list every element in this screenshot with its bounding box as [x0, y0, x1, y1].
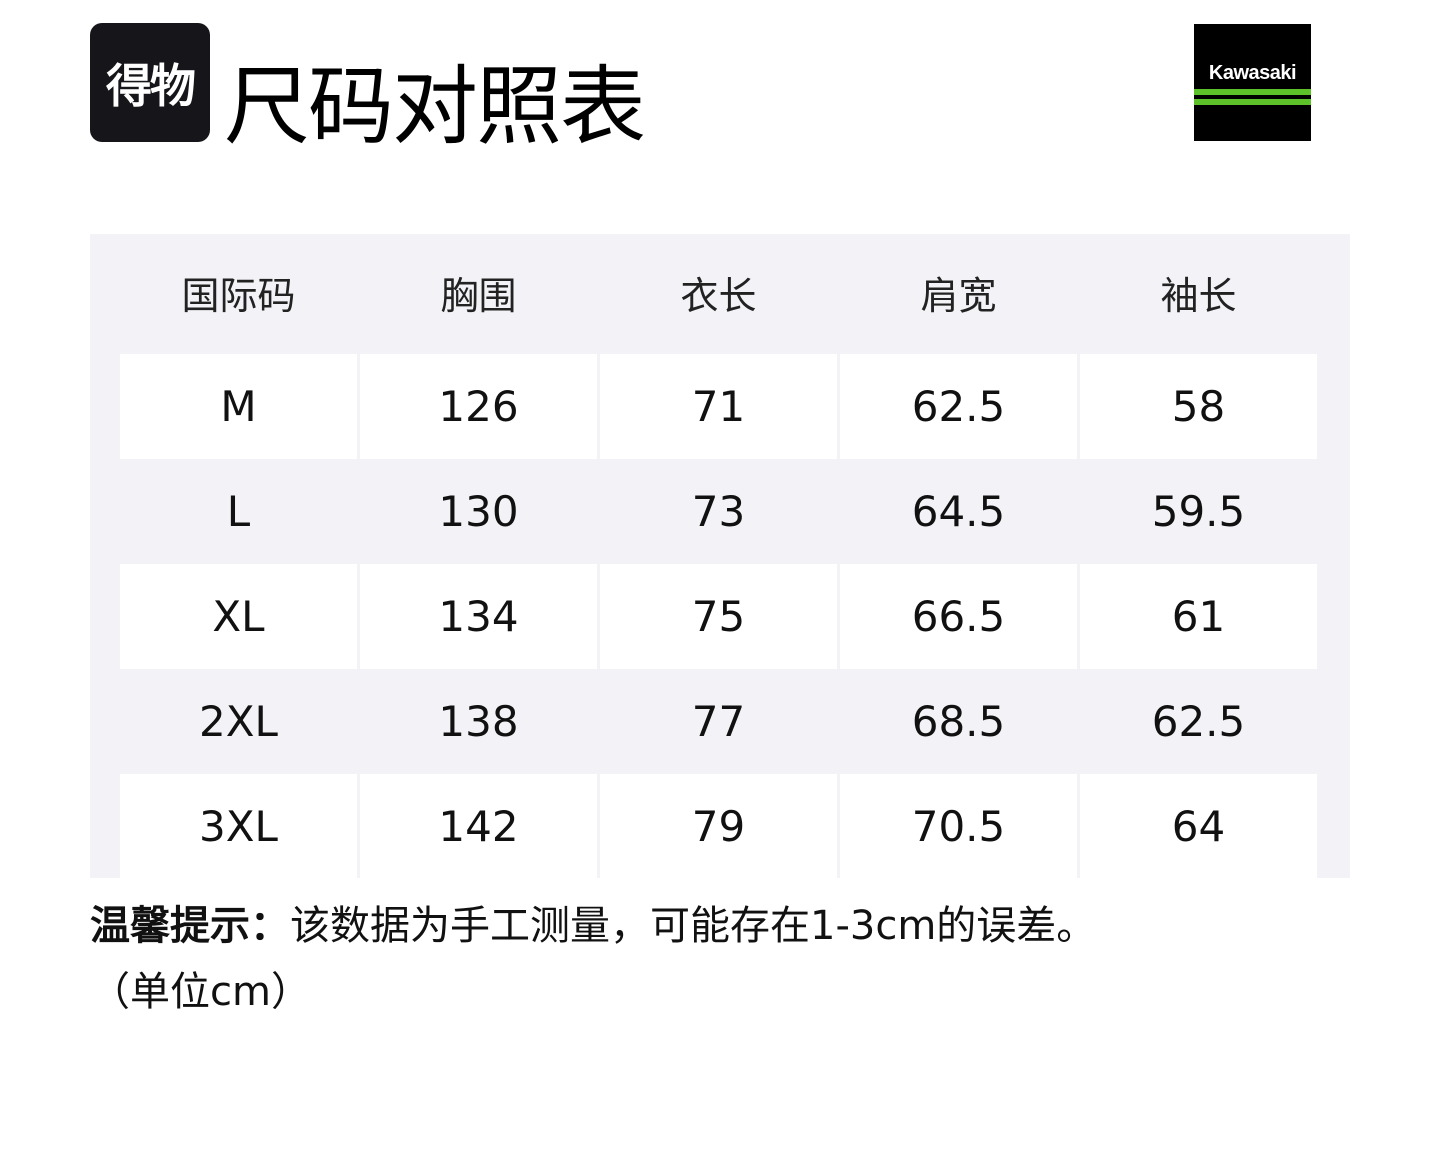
logo-stripe: [1194, 89, 1311, 95]
table-cell: 62.5: [840, 354, 1077, 459]
table-cell: 130: [438, 487, 519, 536]
table-cell: 64.5: [911, 487, 1006, 536]
table-cell: 142: [360, 774, 597, 878]
table-cell: 64: [1080, 774, 1317, 878]
column-header: 袖长: [1160, 273, 1237, 318]
table-header: 国际码 胸围 衣长 肩宽 袖长: [90, 234, 1350, 354]
table-cell: 138: [438, 697, 519, 746]
column-header: 肩宽: [920, 273, 997, 318]
tip-text: 该数据为手工测量，可能存在1-3cm的误差。: [290, 903, 1097, 949]
unit-text: （单位cm）: [90, 969, 311, 1015]
column-header: 衣长: [680, 273, 757, 318]
table-cell: 79: [600, 774, 837, 878]
kawasaki-logo: Kawasaki: [1194, 24, 1311, 141]
table-row: 3XL 142 79 70.5 64: [90, 774, 1350, 878]
page-title: 尺码对照表: [224, 57, 646, 157]
table-row: M 126 71 62.5 58: [90, 354, 1350, 459]
table-cell: 68.5: [911, 697, 1006, 746]
table-cell: 59.5: [1151, 487, 1246, 536]
table-cell: XL: [120, 564, 357, 669]
table-cell: 70.5: [840, 774, 1077, 878]
dewu-logo-text: 得物: [106, 58, 196, 113]
table-cell: 66.5: [840, 564, 1077, 669]
logo-stripe: [1194, 99, 1311, 105]
table-cell: L: [226, 487, 251, 536]
size-table: 国际码 胸围 衣长 肩宽 袖长 M 126 71 62.5 58 L 130 73 64.5 59.5 XL…: [90, 234, 1350, 878]
tip-label: 温馨提示：: [90, 903, 290, 949]
table-row: 2XL 138 77 68.5 62.5: [90, 669, 1350, 774]
table-cell: 134: [360, 564, 597, 669]
table-cell: 3XL: [120, 774, 357, 878]
column-header: 胸围: [440, 273, 517, 318]
table-cell: 2XL: [199, 697, 278, 746]
table-cell: 73: [691, 487, 746, 536]
table-cell: 61: [1080, 564, 1317, 669]
table-cell: 77: [691, 697, 746, 746]
dewu-logo: 得物: [90, 23, 210, 142]
table-cell: 62.5: [1151, 697, 1246, 746]
table-row: L 130 73 64.5 59.5: [90, 459, 1350, 564]
kawasaki-logo-text: Kawasaki: [1208, 62, 1297, 84]
table-cell: 75: [600, 564, 837, 669]
column-header: 国际码: [181, 273, 296, 318]
table-cell: M: [120, 354, 357, 459]
tip-note: 温馨提示：该数据为手工测量，可能存在1-3cm的误差。 （单位cm）: [90, 893, 1390, 1025]
table-cell: 71: [600, 354, 837, 459]
table-row: XL 134 75 66.5 61: [90, 564, 1350, 669]
table-cell: 58: [1080, 354, 1317, 459]
table-cell: 126: [360, 354, 597, 459]
